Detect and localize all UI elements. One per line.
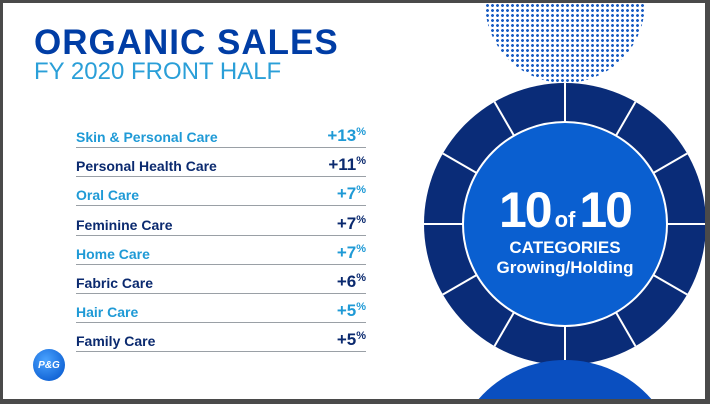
percent-sign: % bbox=[356, 213, 366, 226]
category-row: Oral Care +7% bbox=[76, 181, 366, 207]
percent-sign: % bbox=[356, 155, 366, 168]
badge-caption: CATEGORIES Growing/Holding bbox=[465, 238, 665, 278]
growth-value: +5 bbox=[336, 330, 357, 350]
caption-line-1: CATEGORIES bbox=[509, 238, 621, 257]
category-growth: +7% bbox=[337, 184, 366, 204]
percent-sign: % bbox=[356, 330, 366, 343]
category-row: Fabric Care +6% bbox=[76, 269, 366, 294]
category-row: Personal Health Care +11% bbox=[76, 152, 366, 178]
growth-value: +7 bbox=[336, 213, 357, 233]
category-label: Hair Care bbox=[76, 304, 139, 321]
page-subtitle: FY 2020 FRONT HALF bbox=[34, 58, 282, 85]
growth-value: +7 bbox=[336, 184, 357, 204]
category-row: Hair Care +5% bbox=[76, 298, 366, 324]
growth-value: +6 bbox=[336, 272, 357, 291]
category-row: Skin & Personal Care +13% bbox=[76, 123, 366, 148]
ring-divider bbox=[442, 273, 479, 296]
category-growth: +13% bbox=[327, 126, 366, 146]
bottom-circle-decoration bbox=[478, 360, 652, 399]
percent-sign: % bbox=[356, 126, 366, 138]
ring-divider bbox=[614, 101, 637, 138]
ring-divider bbox=[493, 310, 516, 347]
inner-circle bbox=[462, 121, 668, 327]
growth-value: +7 bbox=[336, 242, 357, 262]
category-label: Feminine Care bbox=[76, 216, 173, 233]
category-wheel bbox=[424, 83, 705, 399]
category-growth: +5% bbox=[337, 301, 366, 321]
category-growth: +5% bbox=[337, 330, 366, 350]
category-label: Oral Care bbox=[76, 187, 140, 204]
slide: ORGANIC SALES FY 2020 FRONT HALF Skin & … bbox=[3, 3, 705, 399]
caption-line-2: Growing/Holding bbox=[496, 258, 634, 277]
category-growth: +7% bbox=[337, 243, 366, 263]
category-row: Feminine Care +7% bbox=[76, 211, 366, 236]
category-row: Home Care +7% bbox=[76, 240, 366, 265]
category-growth: +6% bbox=[337, 272, 366, 292]
pg-logo: P&G bbox=[33, 349, 65, 381]
category-growth: +11% bbox=[328, 155, 366, 175]
growth-value: +11 bbox=[328, 155, 357, 175]
category-label: Skin & Personal Care bbox=[76, 129, 218, 145]
growth-value: +5 bbox=[336, 301, 357, 321]
growth-value: +13 bbox=[327, 126, 357, 145]
count: 10 bbox=[498, 182, 553, 238]
ring-divider bbox=[442, 152, 479, 175]
ring-divider bbox=[651, 273, 688, 296]
category-label: Family Care bbox=[76, 333, 156, 350]
percent-sign: % bbox=[356, 272, 366, 284]
total: 10 bbox=[579, 182, 633, 238]
ring-divider bbox=[614, 310, 637, 347]
ring-divider bbox=[493, 101, 516, 138]
category-label: Fabric Care bbox=[76, 275, 154, 291]
category-row: Family Care +5% bbox=[76, 327, 366, 353]
badge-count: 10 of10 bbox=[465, 181, 665, 239]
percent-sign: % bbox=[356, 184, 366, 197]
page-title: ORGANIC SALES bbox=[34, 23, 339, 62]
of-word: of bbox=[554, 207, 576, 232]
category-label: Home Care bbox=[76, 245, 150, 262]
percent-sign: % bbox=[356, 301, 366, 314]
category-label: Personal Health Care bbox=[76, 158, 217, 175]
category-growth: +7% bbox=[337, 214, 366, 234]
ring-divider bbox=[651, 152, 688, 175]
percent-sign: % bbox=[356, 242, 366, 255]
